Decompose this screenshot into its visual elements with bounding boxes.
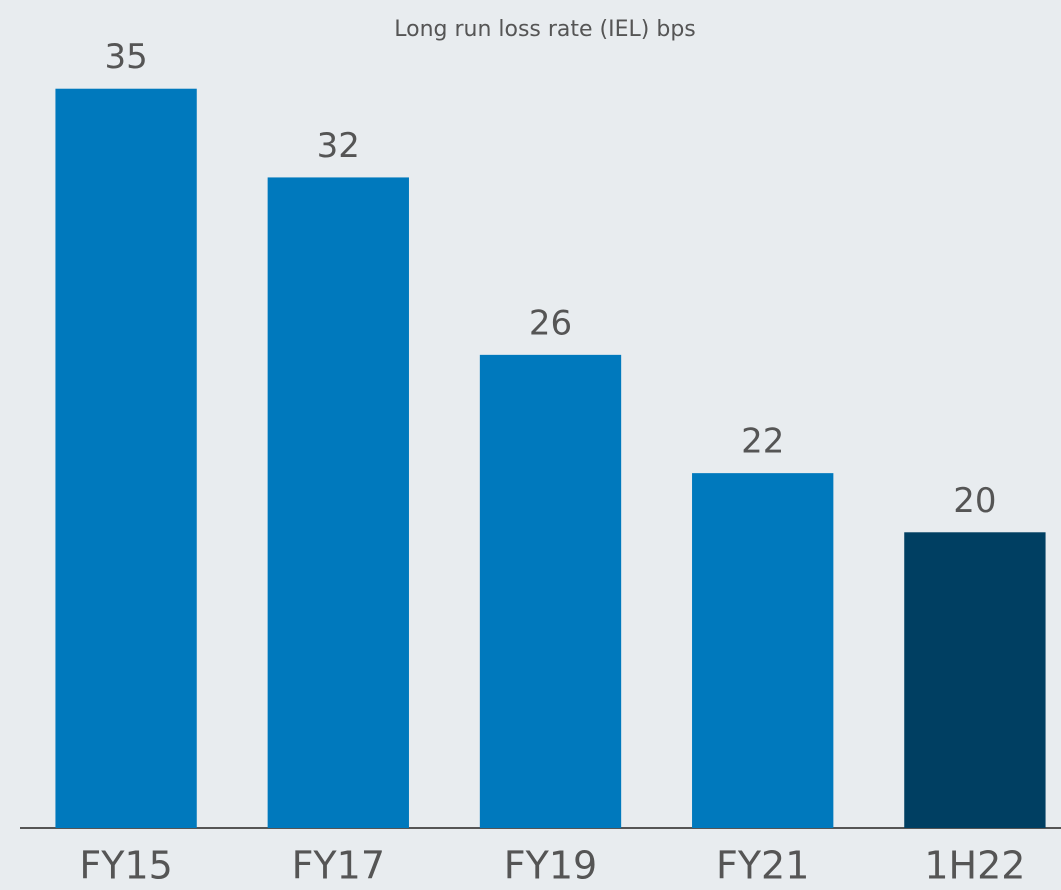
- bar: [267, 177, 409, 828]
- bar: [692, 473, 834, 828]
- x-tick-label: FY19: [504, 844, 597, 888]
- value-label: 26: [529, 303, 572, 343]
- bar: [55, 88, 197, 828]
- value-label: 22: [741, 422, 784, 462]
- bar: [479, 354, 622, 828]
- value-label: 35: [104, 37, 147, 77]
- bar: [904, 532, 1046, 828]
- chart-title: Long run loss rate (IEL) bps: [394, 17, 696, 42]
- value-label: 32: [317, 126, 360, 166]
- x-tick-label: 1H22: [924, 844, 1025, 888]
- x-tick-label: FY17: [292, 844, 385, 888]
- value-label: 20: [953, 481, 996, 521]
- x-tick-label: FY21: [716, 844, 809, 888]
- x-tick-label: FY15: [79, 844, 172, 888]
